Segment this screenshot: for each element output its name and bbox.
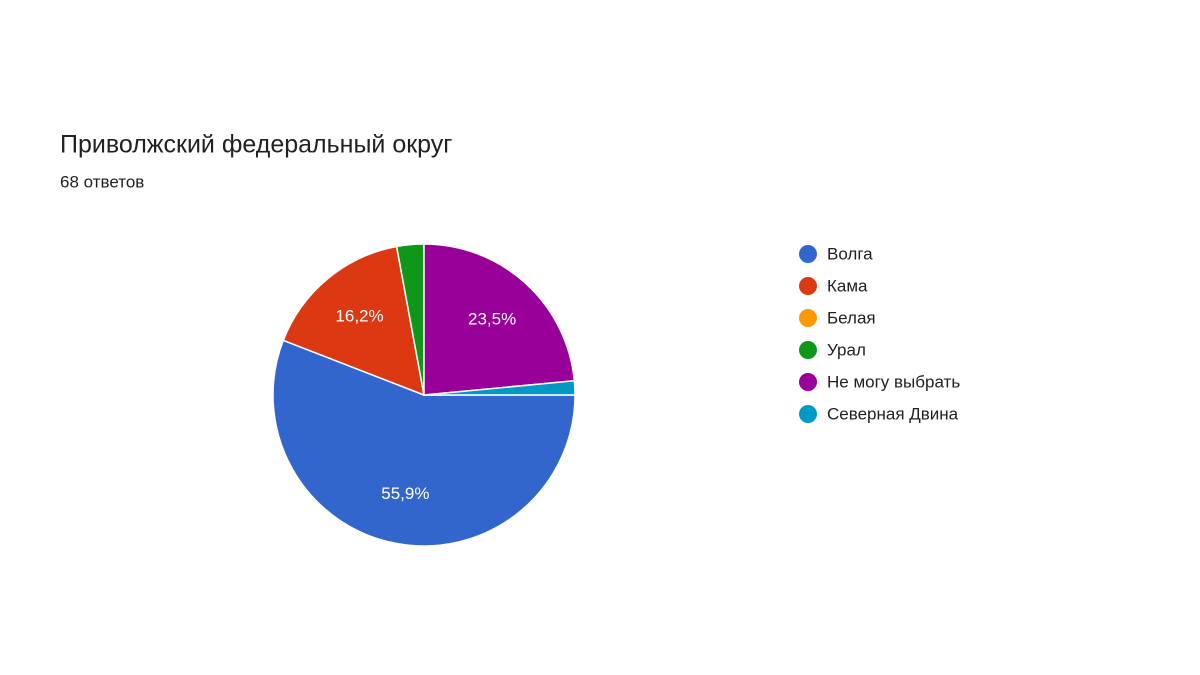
legend-label: Северная Двина: [827, 404, 959, 423]
legend-marker: [799, 373, 817, 391]
legend-marker: [799, 245, 817, 263]
pie-slice: [282, 245, 425, 397]
legend-label: Волга: [827, 244, 873, 263]
legend-label: Урал: [827, 340, 866, 359]
legend-label: Белая: [827, 308, 876, 327]
pie-slice: [423, 243, 576, 396]
legend-label: Кама: [827, 276, 868, 295]
legend-marker: [799, 405, 817, 423]
pie-slice: [423, 379, 576, 396]
pie-slice: [272, 339, 576, 547]
chart-subtitle: 68 ответов: [60, 172, 144, 191]
legend-label: Не могу выбрать: [827, 372, 960, 391]
legend-marker: [799, 309, 817, 327]
slice-label: 55,9%: [381, 484, 429, 503]
slice-label: 16,2%: [335, 307, 383, 326]
legend-marker: [799, 277, 817, 295]
legend-marker: [799, 341, 817, 359]
chart-title: Приволжский федеральный округ: [60, 131, 452, 159]
slice-label: 23,5%: [468, 310, 516, 329]
